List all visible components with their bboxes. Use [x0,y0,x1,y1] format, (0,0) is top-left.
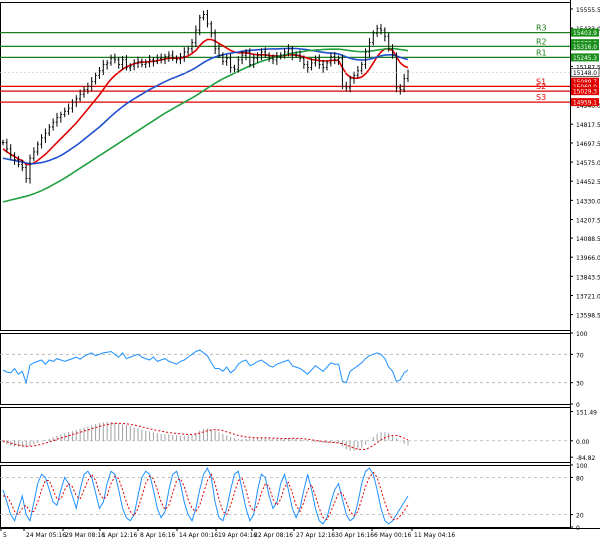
price-y-tick-label: 14452.5 [576,179,600,186]
osc2-y-tick-label: 151.49 [576,410,597,417]
osc2-y-tick-label: 0.00 [576,439,590,446]
time-tick-label: 14 Apr 00:16 [179,532,218,539]
level-label-s1: S1 [536,77,546,86]
osc3-y-tick-label: 20 [576,513,584,520]
time-tick-label: 30 Apr 16:16 [335,532,374,539]
moving-average-line-2 [2,47,409,165]
oscillator-2-panel [0,407,571,463]
price-tag-label: 15316.0 [573,45,597,51]
time-tick-label: 5 [3,532,7,539]
osc1-y-tick-label: 30 [576,381,584,388]
osc1-y-tick-label: 100 [576,331,588,338]
price-tag-label: 15029.3 [573,90,597,96]
price-y-tick-label: 14940.0 [576,103,600,110]
oscillators [0,349,570,525]
price-y-tick-label: 14207.5 [576,217,600,224]
time-tick-label: 11 May 04:16 [414,532,455,539]
price-y-tick-label: 14697.5 [576,141,600,148]
price-y-tick-label: 14088.5 [576,236,600,243]
moving-average-line-3 [2,47,409,203]
price-y-tick-label: 13598.5 [576,313,600,320]
osc3-y-tick-label: 0 [576,525,580,532]
time-tick-label: 22 Apr 08:16 [254,532,293,539]
time-tick-label: 6 May 00:16 [374,532,412,539]
price-y-tick-label: 13966.0 [576,255,600,262]
price-y-tick-label: 14575.0 [576,160,600,167]
level-label-r1: R1 [536,48,547,57]
osc1-y-tick-label: 70 [576,352,584,359]
level-label-r3: R3 [536,24,547,33]
price-y-tick-label: 15187.5 [576,64,600,71]
osc1-line [2,349,409,385]
price-tag-box [571,77,599,86]
osc2-y-tick-label: -84.82 [576,455,596,462]
price-tag-label: 15403.9 [573,31,597,37]
price-tag-box [571,28,599,37]
price-tag-box [571,53,599,62]
level-label-s2: S2 [536,82,546,91]
level-label-s3: S3 [536,93,546,102]
current-price-box [570,68,600,77]
time-tick-label: 24 Mar 05:16 [26,532,66,539]
time-tick-label: 27 Apr 12:16 [296,532,335,539]
candlesticks [1,9,410,184]
osc3-line-1 [2,467,409,525]
price-tag-box [571,82,599,91]
osc1-y-tick-label: 0 [576,402,580,409]
price-y-tick-label: 13721.0 [576,293,600,300]
time-tick-label: 29 Mar 08:16 [65,532,105,539]
time-tick-label: 1 Apr 12:16 [102,532,137,539]
level-label-r2: R2 [536,37,547,46]
price-tag-box [571,98,599,107]
osc2-signal-line [2,422,409,451]
price-y-tick-label: 14817.5 [576,122,600,129]
price-y-tick-label: 15555.5 [576,7,600,14]
indicator-lines [2,38,409,203]
price-tag-label: 14959.1 [573,101,597,107]
price-tag-box [571,42,599,51]
price-tag-label: 15245.3 [573,56,597,62]
moving-average-line-1 [2,38,409,166]
oscillator-3-panel [0,465,571,528]
oscillator-1-panel [0,333,571,405]
current-price-label: 15148.0 [573,71,597,77]
time-tick-label: 19 Apr 04:16 [218,532,257,539]
price-tag-box [571,87,599,96]
price-y-tick-label: 14330.0 [576,198,600,205]
price-y-tick-label: 13843.5 [576,274,600,281]
osc3-y-tick-label: 80 [576,475,584,482]
time-tick-label: 8 Apr 16:16 [140,532,175,539]
osc3-line-2 [3,471,409,521]
panel-frames [0,2,571,528]
osc3-y-tick-label: 100 [576,463,588,470]
